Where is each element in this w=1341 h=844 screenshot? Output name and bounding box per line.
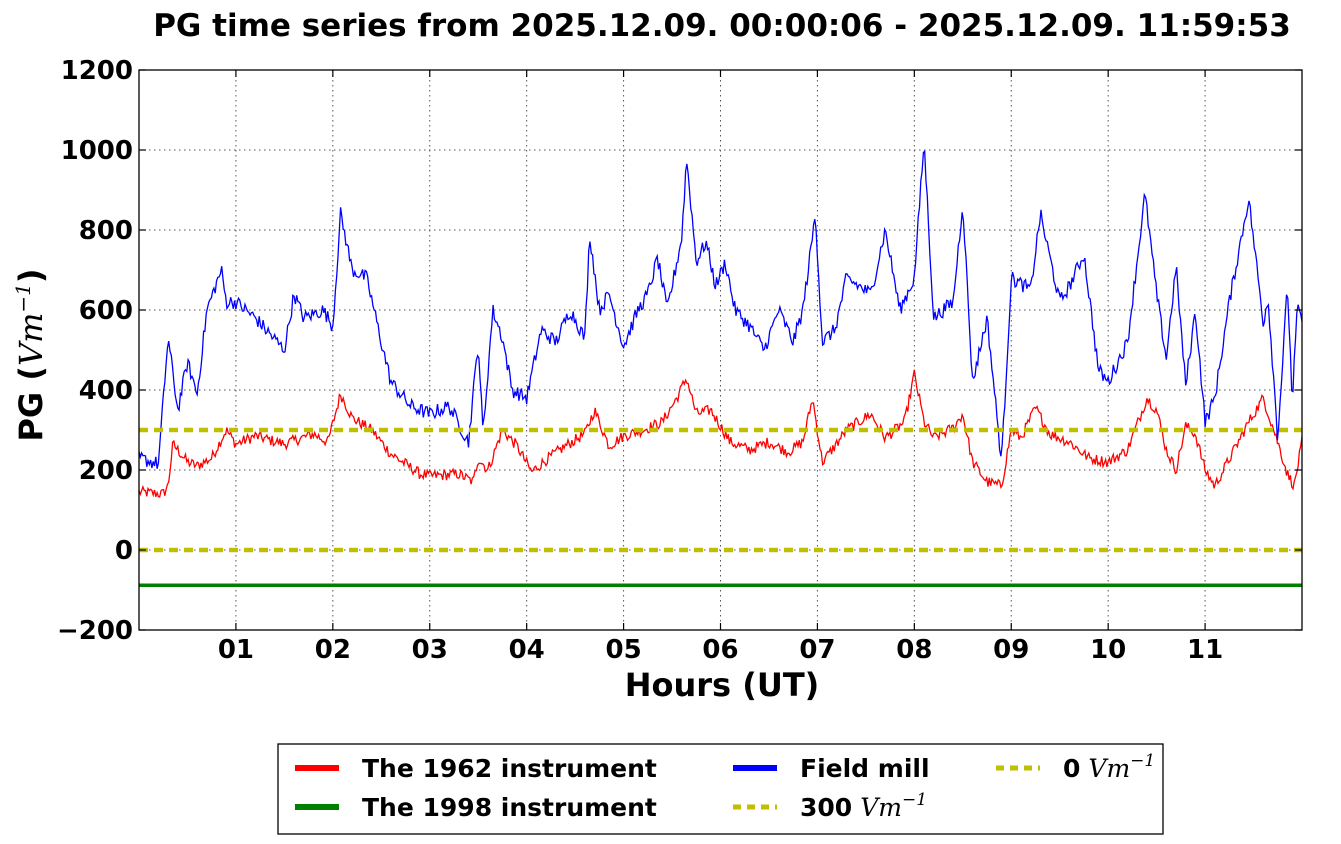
legend-box [277, 743, 1164, 835]
x-tick-label-09: 09 [993, 635, 1029, 665]
y-tick-label--200: −200 [57, 616, 133, 646]
series-line-2 [138, 149, 1303, 469]
grid-lines [139, 70, 1302, 630]
x-tick-label-04: 04 [509, 635, 545, 665]
x-tick-label-07: 07 [799, 635, 835, 665]
legend-label-4: 0 Vm−1 [1063, 751, 1155, 783]
y-tick-label-800: 800 [79, 216, 133, 246]
x-axis-label: Hours (UT) [625, 666, 820, 704]
y-axis-label-text: PG ( [12, 366, 50, 441]
x-tick-label-08: 08 [896, 635, 932, 665]
y-axis-label: PG (Vm−1) [11, 268, 50, 441]
y-axis-label-close: ) [12, 268, 50, 283]
legend: The 1962 instrument The 1998 instrument Fi… [277, 743, 1164, 835]
y-tick-label-400: 400 [79, 376, 133, 406]
y-tick-label-200: 200 [79, 456, 133, 486]
legend-label-2: Field mill [800, 754, 930, 783]
legend-label-1: The 1998 instrument [362, 793, 657, 822]
y-axis-ticks: −200 0 200 400 600 800 1000 1200 [57, 56, 1302, 646]
y-axis-label-exponent: −1 [11, 283, 35, 312]
y-tick-label-1000: 1000 [61, 136, 133, 166]
x-tick-label-11: 11 [1187, 635, 1223, 665]
legend-label-3: 300 Vm−1 [800, 790, 927, 822]
x-tick-label-02: 02 [315, 635, 351, 665]
y-tick-label-0: 0 [115, 536, 133, 566]
series-lines [138, 149, 1303, 587]
x-tick-label-01: 01 [218, 635, 254, 665]
x-tick-label-10: 10 [1090, 635, 1126, 665]
x-tick-label-03: 03 [412, 635, 448, 665]
x-axis-ticks: 01 02 03 04 05 06 07 08 09 10 11 [218, 70, 1223, 665]
series-line-0 [138, 369, 1303, 498]
x-tick-label-05: 05 [605, 635, 641, 665]
legend-label-0: The 1962 instrument [362, 754, 657, 783]
y-tick-label-600: 600 [79, 296, 133, 326]
chart-title: PG time series from 2025.12.09. 00:00:06… [153, 8, 1291, 44]
y-tick-label-1200: 1200 [61, 56, 133, 86]
y-axis-label-unit: Vm [12, 313, 50, 366]
x-tick-label-06: 06 [702, 635, 738, 665]
